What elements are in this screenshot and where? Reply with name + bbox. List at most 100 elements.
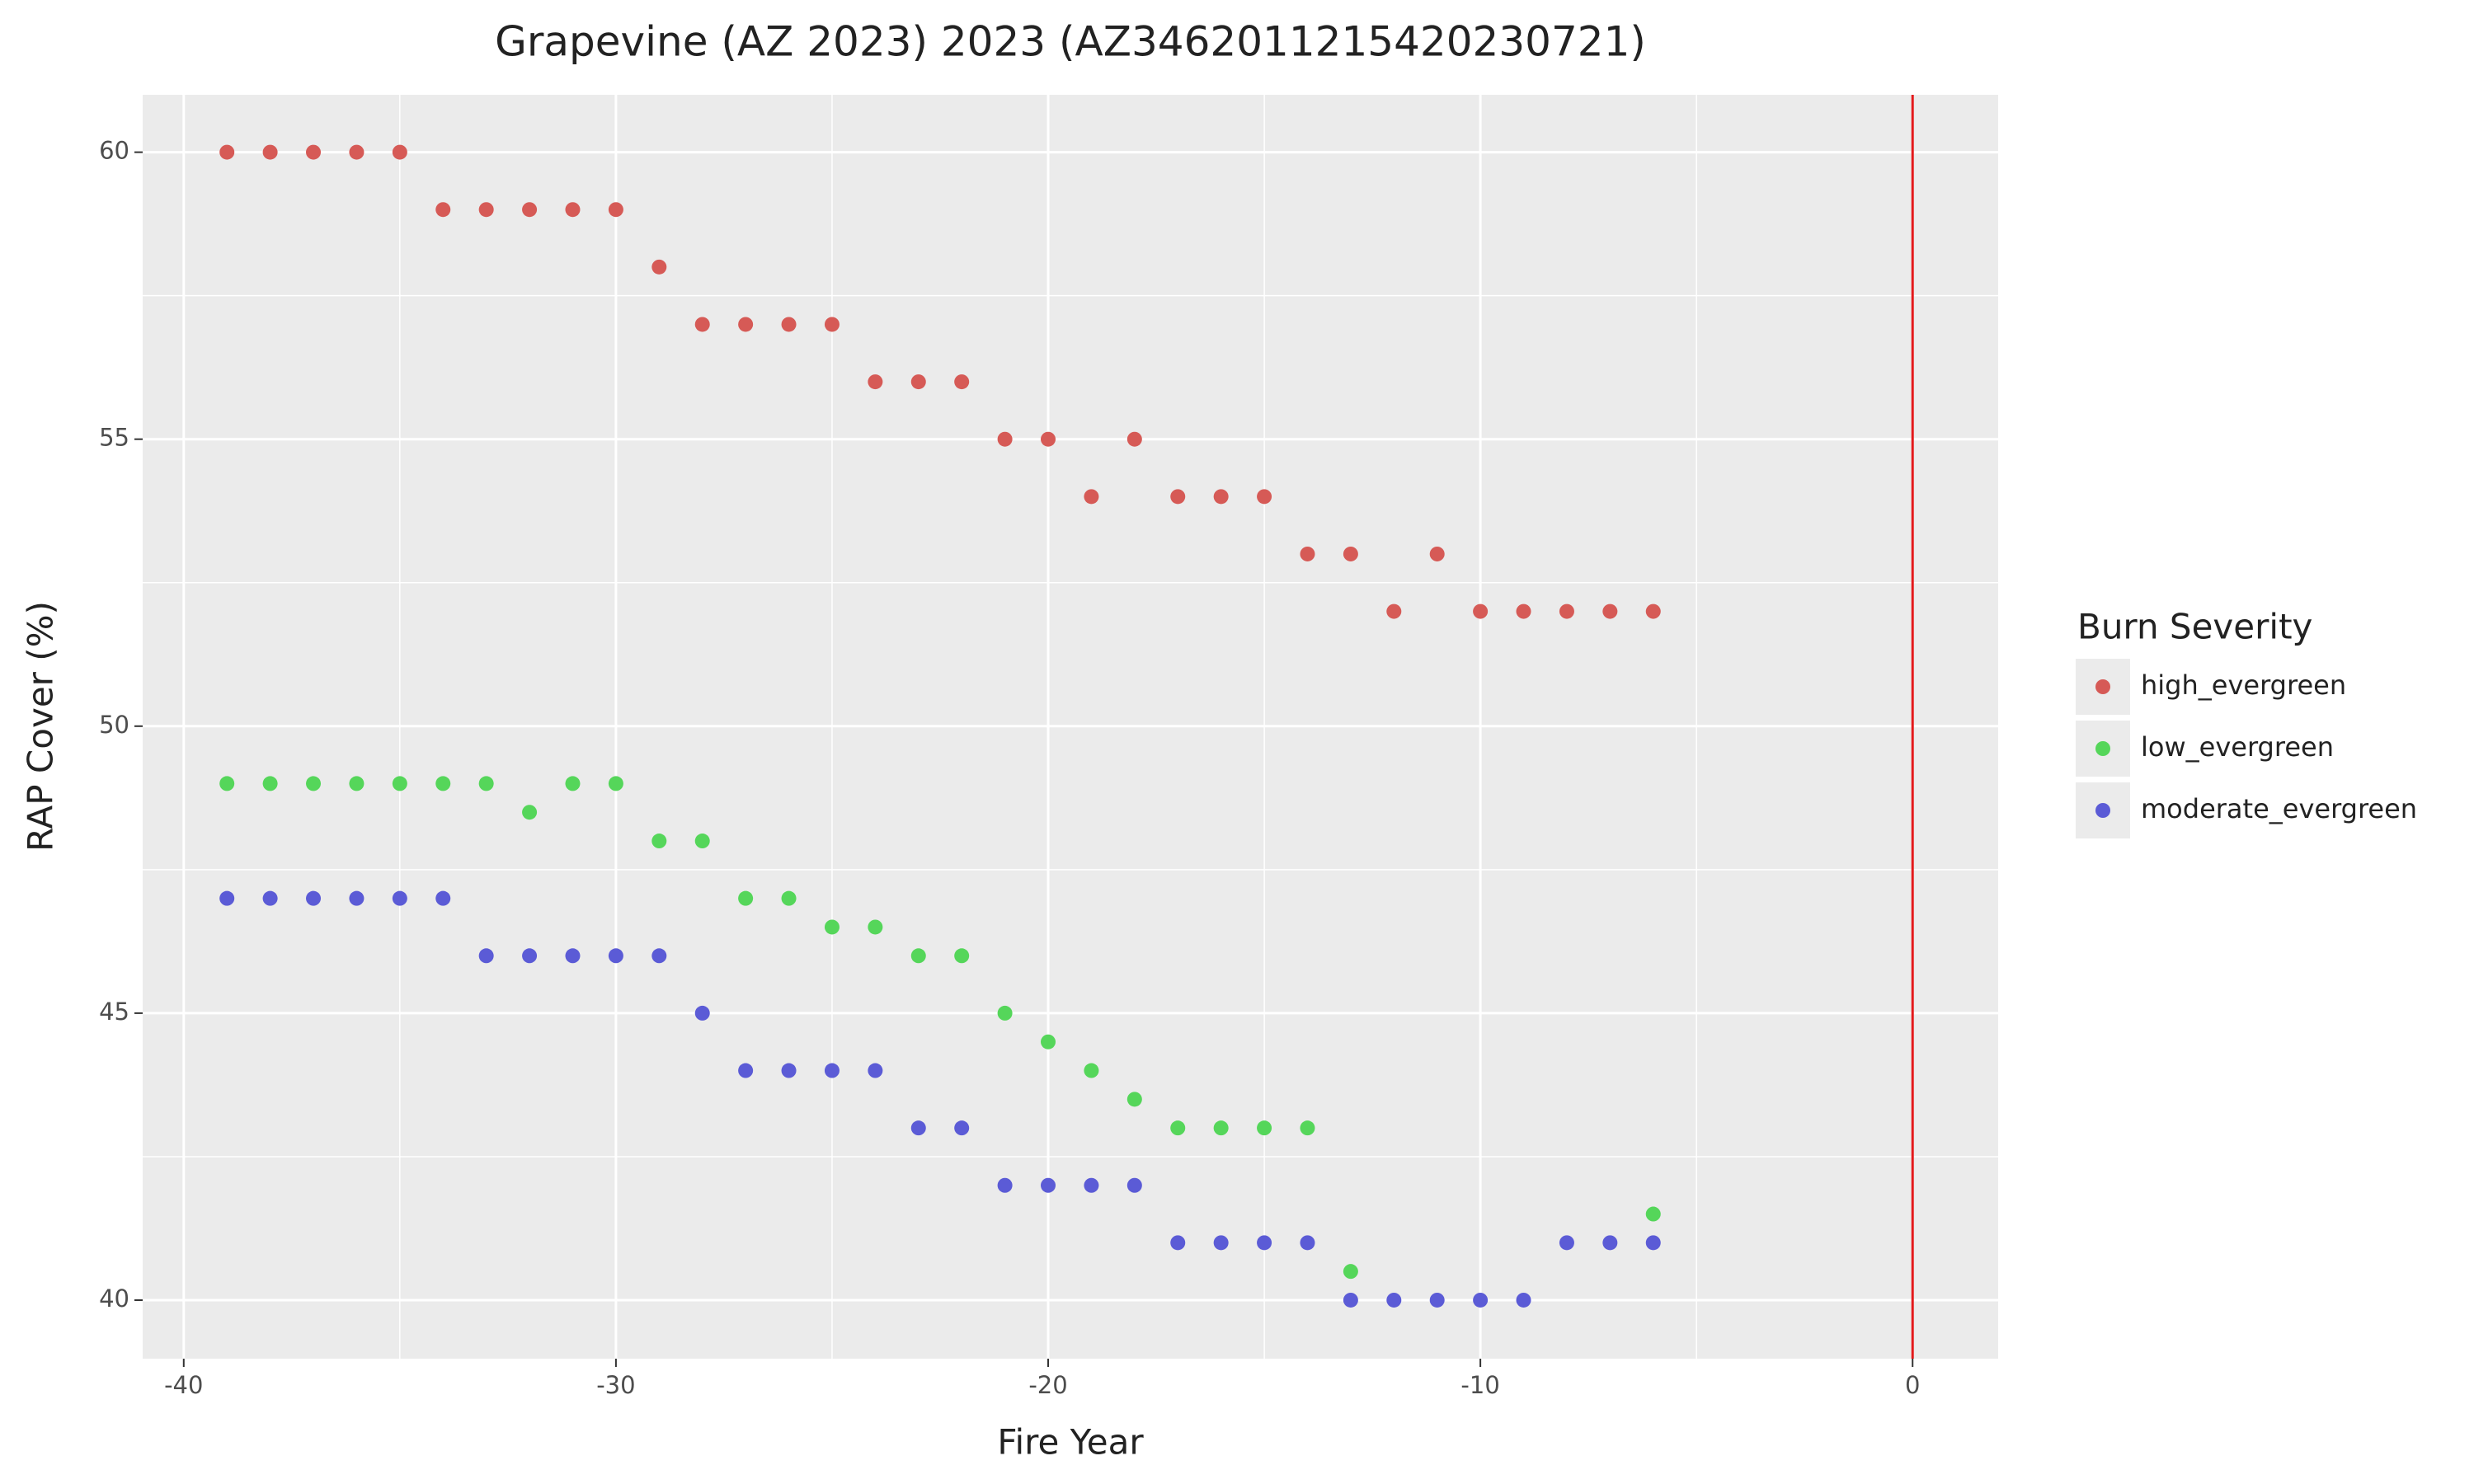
- point: [349, 776, 365, 791]
- point: [1257, 489, 1272, 505]
- point: [738, 317, 754, 332]
- x-tick-label: -20: [1028, 1371, 1067, 1399]
- point: [1645, 1235, 1661, 1251]
- point: [1429, 1292, 1445, 1308]
- point: [1084, 489, 1099, 505]
- point: [954, 374, 970, 390]
- point: [868, 374, 883, 390]
- point: [1386, 603, 1402, 619]
- point: [608, 202, 623, 218]
- point: [954, 1120, 970, 1136]
- point: [694, 834, 710, 849]
- point: [997, 1005, 1013, 1021]
- point: [478, 948, 494, 964]
- y-axis-title: RAP Cover (%): [21, 601, 61, 852]
- point: [651, 948, 667, 964]
- point: [1645, 603, 1661, 619]
- legend-label: high_evergreen: [2141, 669, 2346, 701]
- point: [522, 202, 538, 218]
- point: [1300, 1120, 1315, 1136]
- point: [868, 919, 883, 935]
- point: [781, 1063, 797, 1078]
- point: [306, 144, 322, 160]
- y-tick-label: 40: [99, 1284, 129, 1313]
- point: [522, 948, 538, 964]
- point: [565, 202, 581, 218]
- y-tick-label: 45: [99, 998, 129, 1026]
- point: [997, 1177, 1013, 1193]
- point: [565, 948, 581, 964]
- point: [262, 776, 278, 791]
- y-tick-label: 50: [99, 711, 129, 739]
- point: [1213, 1120, 1229, 1136]
- point: [824, 317, 840, 332]
- point: [608, 948, 623, 964]
- point: [781, 317, 797, 332]
- point: [1429, 546, 1445, 561]
- point: [1257, 1235, 1272, 1251]
- point: [824, 919, 840, 935]
- point: [1041, 1177, 1056, 1193]
- grid: -40 -30 -20 -10 0 40 45 50 55 60: [99, 95, 1998, 1399]
- point: [478, 202, 494, 218]
- point: [824, 1063, 840, 1078]
- point: [1559, 603, 1574, 619]
- point: [1126, 1177, 1142, 1193]
- point: [219, 776, 235, 791]
- y-tick-label: 60: [99, 137, 129, 165]
- point: [262, 144, 278, 160]
- point: [349, 144, 365, 160]
- point: [910, 948, 926, 964]
- point: [1516, 603, 1531, 619]
- point: [1343, 1264, 1358, 1280]
- point: [608, 776, 623, 791]
- point: [565, 776, 581, 791]
- point: [1126, 1092, 1142, 1107]
- point: [1126, 431, 1142, 447]
- point: [1041, 431, 1056, 447]
- point: [1602, 603, 1618, 619]
- chart-title: Grapevine (AZ 2023) 2023 (AZ346201121542…: [495, 18, 1646, 66]
- point: [997, 431, 1013, 447]
- point: [694, 1005, 710, 1021]
- point: [651, 834, 667, 849]
- point: [1473, 1292, 1489, 1308]
- point: [1516, 1292, 1531, 1308]
- point: [219, 890, 235, 906]
- legend-title: Burn Severity: [2077, 607, 2312, 647]
- y-tick-label: 55: [99, 424, 129, 452]
- point: [1257, 1120, 1272, 1136]
- point: [1170, 1235, 1186, 1251]
- point: [522, 805, 538, 820]
- legend-swatch: [2095, 803, 2110, 818]
- point: [1473, 603, 1489, 619]
- point: [868, 1063, 883, 1078]
- point: [435, 776, 451, 791]
- point: [738, 890, 754, 906]
- point: [1084, 1177, 1099, 1193]
- legend-label: moderate_evergreen: [2141, 793, 2417, 824]
- point: [651, 259, 667, 275]
- point: [910, 1120, 926, 1136]
- point: [306, 890, 322, 906]
- x-tick-label: -40: [164, 1371, 203, 1399]
- point: [738, 1063, 754, 1078]
- point: [1343, 546, 1358, 561]
- x-tick-label: 0: [1905, 1371, 1920, 1399]
- point: [954, 948, 970, 964]
- point: [219, 144, 235, 160]
- point: [1170, 1120, 1186, 1136]
- legend-label: low_evergreen: [2141, 731, 2334, 763]
- point: [435, 202, 451, 218]
- point: [392, 144, 407, 160]
- point: [1602, 1235, 1618, 1251]
- point: [435, 890, 451, 906]
- point: [1386, 1292, 1402, 1308]
- point: [1300, 1235, 1315, 1251]
- point: [306, 776, 322, 791]
- x-tick-label: -30: [596, 1371, 635, 1399]
- marks: [219, 144, 1661, 1308]
- point: [1300, 546, 1315, 561]
- point: [1170, 489, 1186, 505]
